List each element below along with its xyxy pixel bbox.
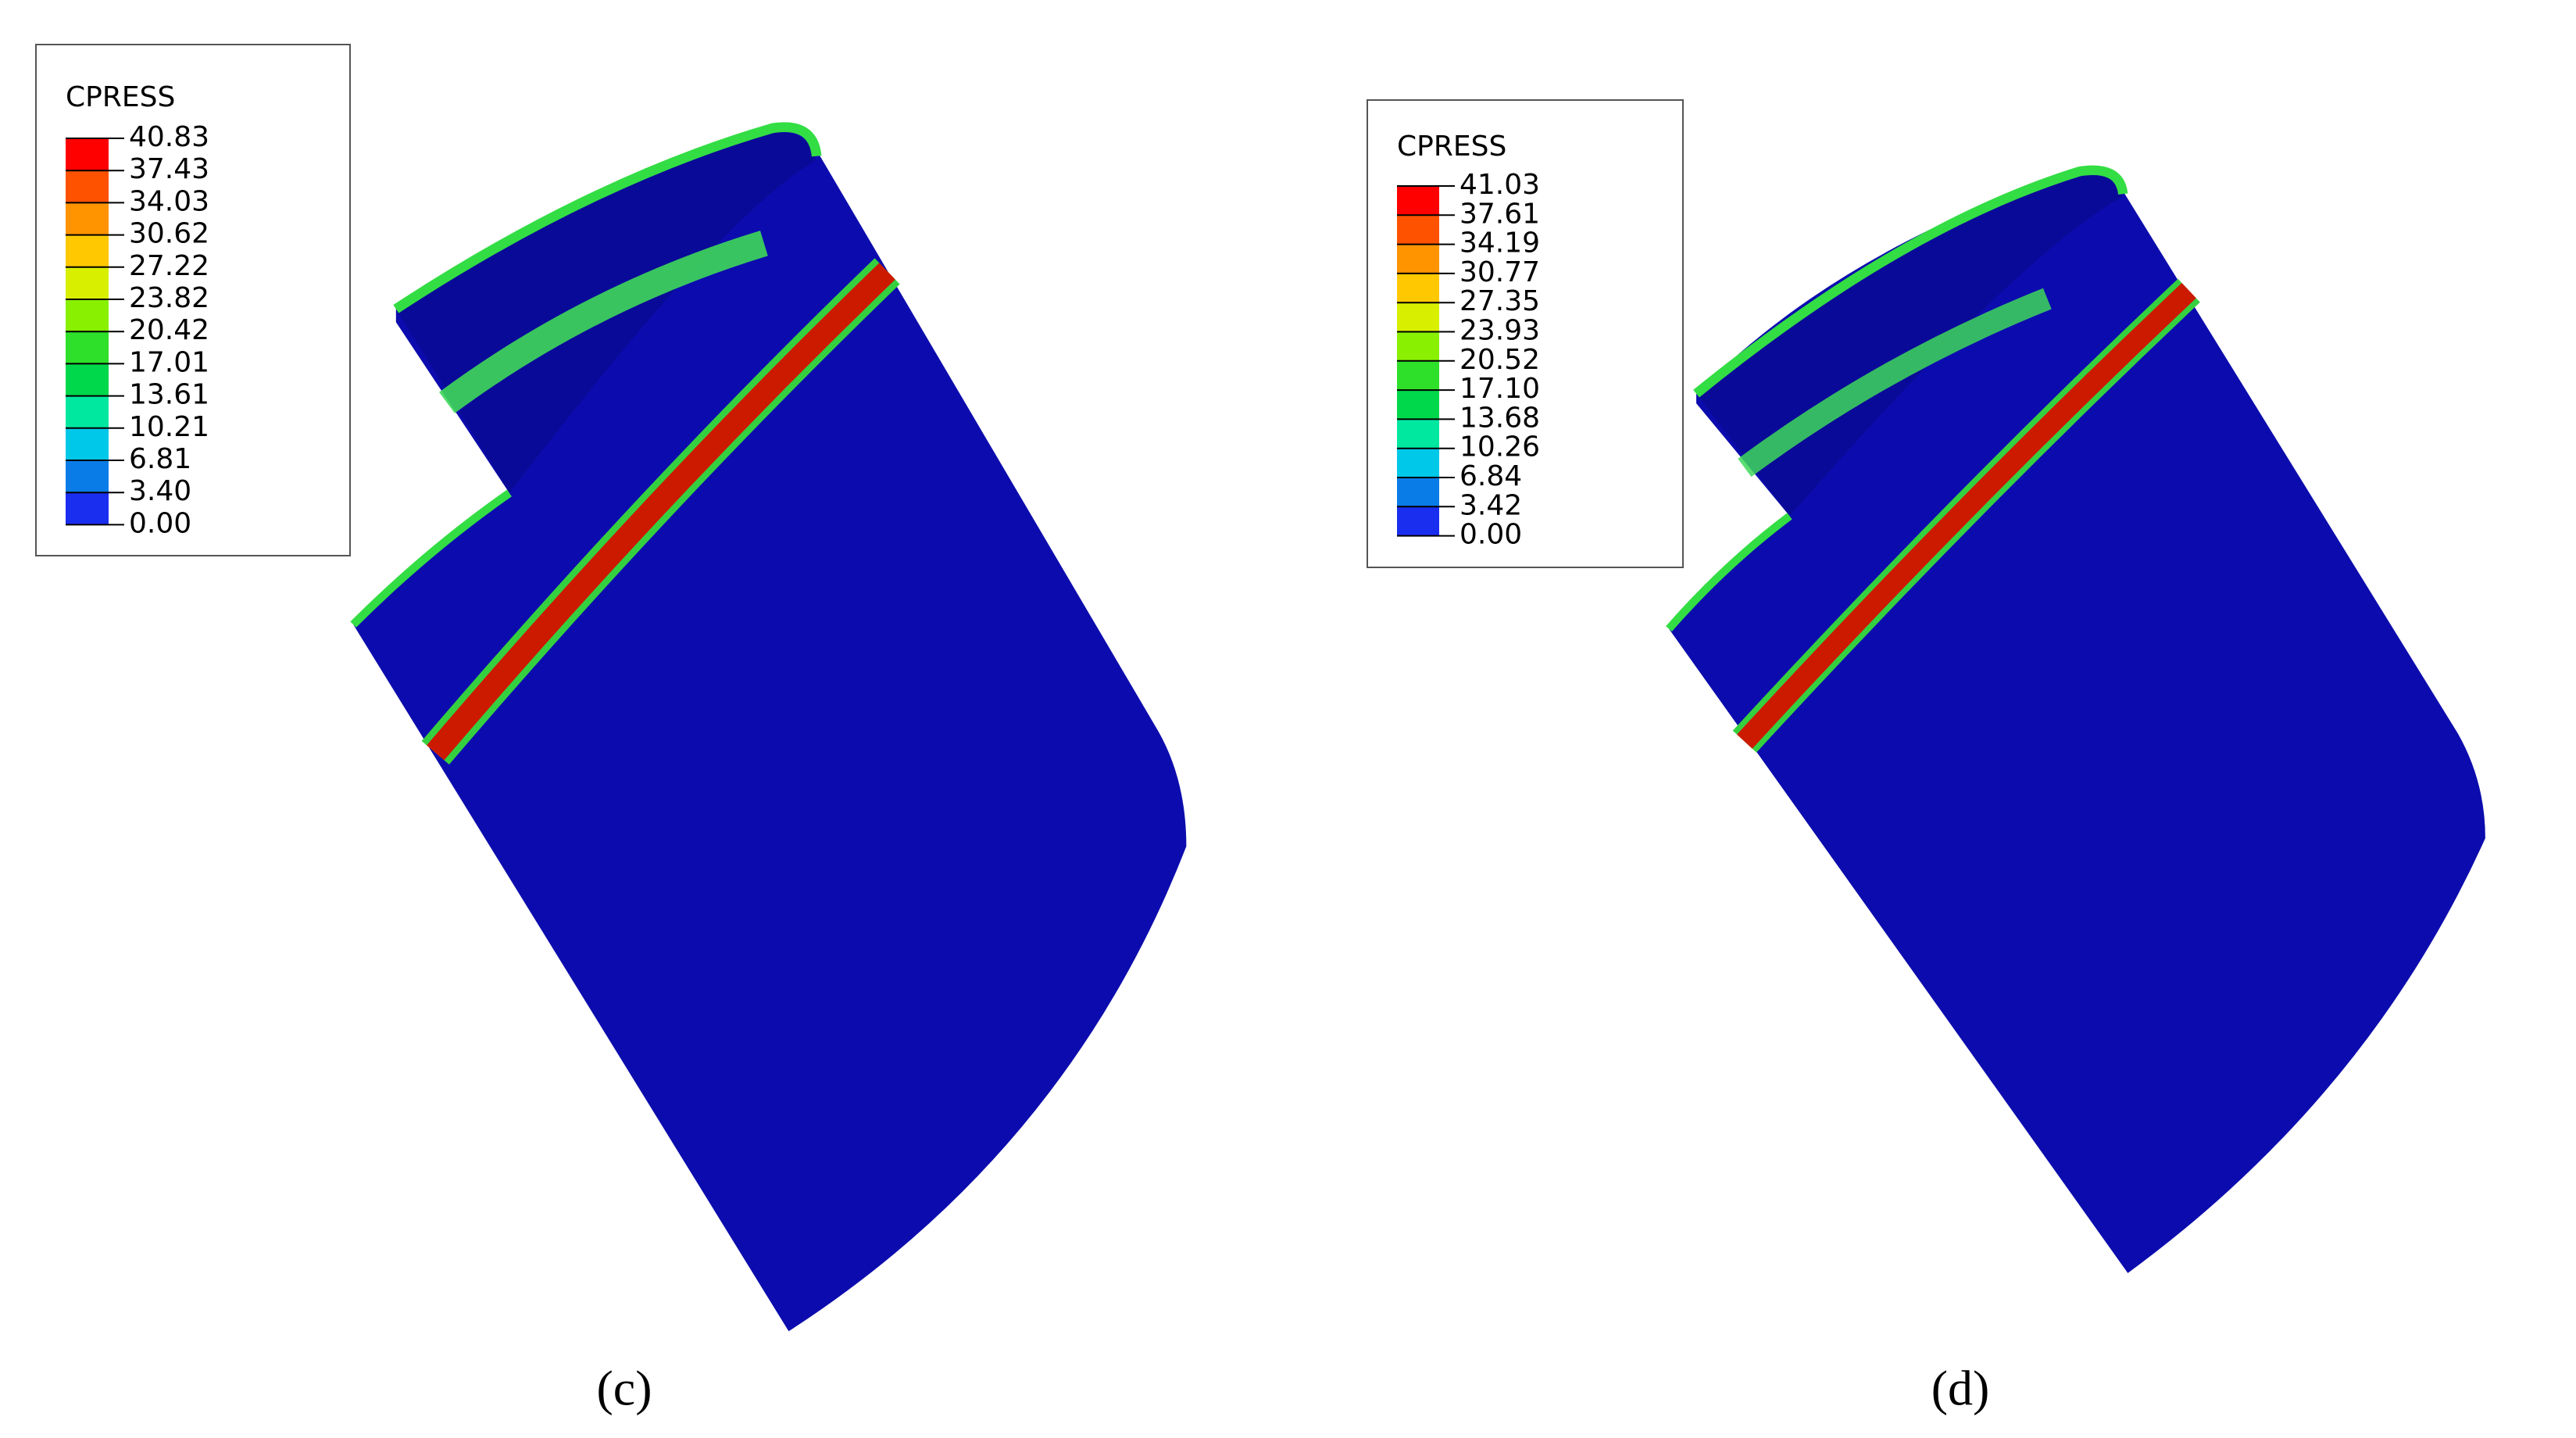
legend-swatch	[1397, 273, 1439, 303]
legend-swatch	[1397, 302, 1439, 332]
legend-value: 13.61	[129, 379, 209, 411]
legend-swatch	[1397, 448, 1439, 478]
legend-title: CPRESS	[66, 81, 175, 113]
top-rim	[393, 122, 822, 313]
legend-value: 3.40	[129, 475, 191, 507]
legend-swatch	[66, 395, 109, 428]
cylinder-body	[353, 128, 1187, 1332]
legend-value: 30.62	[129, 218, 209, 250]
legend-swatch	[66, 202, 109, 235]
legend-value: 34.19	[1459, 227, 1540, 259]
front-rim	[350, 489, 512, 628]
panel-label: (c)	[596, 1361, 652, 1416]
legend-value: 10.26	[1459, 431, 1540, 463]
legend-swatch	[66, 138, 109, 171]
contact-band	[1737, 283, 2196, 749]
legend-value: 0.00	[1459, 519, 1522, 551]
legend-swatch	[66, 460, 109, 493]
legend-value: 23.93	[1459, 315, 1540, 347]
legend-value: 17.10	[1459, 373, 1540, 405]
model-d	[1666, 165, 2485, 1273]
front-rim	[1666, 513, 1792, 632]
legend-value: 23.82	[129, 282, 209, 314]
legend-value: 37.61	[1459, 198, 1540, 230]
legend-swatch	[1397, 419, 1439, 449]
legend-value: 13.68	[1459, 402, 1540, 434]
contact-band	[427, 263, 895, 760]
legend-swatch	[66, 363, 109, 396]
legend-swatch	[1397, 215, 1439, 245]
legend-swatch	[66, 427, 109, 460]
legend-swatch	[1397, 360, 1439, 391]
legend-value: 17.01	[129, 346, 209, 378]
legend-swatch	[1397, 331, 1439, 361]
legend-value: 20.42	[129, 314, 209, 346]
legend-value: 27.22	[129, 250, 209, 282]
legend-swatch	[66, 170, 109, 203]
legend-value: 6.84	[1459, 460, 1522, 492]
legend-value: 41.03	[1459, 169, 1540, 201]
cylinder-body	[1669, 171, 2485, 1273]
legend-value: 10.21	[129, 411, 209, 443]
legend-value: 30.77	[1459, 256, 1540, 288]
legend-value: 40.83	[129, 121, 209, 153]
inner-contact-band	[1738, 288, 2052, 478]
top-rim	[1693, 165, 2128, 398]
legend-swatch	[66, 299, 109, 332]
legend-swatch	[1397, 244, 1439, 274]
legend-swatch	[1397, 478, 1439, 507]
legend-swatch	[66, 234, 109, 267]
legend-value: 0.00	[129, 507, 191, 539]
inner-contact-band	[439, 231, 768, 413]
legend-value: 27.35	[1459, 285, 1540, 317]
legend-swatch	[66, 266, 109, 299]
legend-value: 37.43	[129, 153, 209, 185]
legend-swatch	[1397, 186, 1439, 216]
legend-value: 6.81	[129, 443, 191, 475]
legend-value: 3.42	[1459, 489, 1522, 521]
legend-swatch	[1397, 506, 1439, 536]
legend-title: CPRESS	[1397, 131, 1506, 163]
legend-swatch	[66, 331, 109, 364]
model-c	[350, 122, 1187, 1332]
legend-value: 20.52	[1459, 344, 1540, 376]
legend-swatch	[1397, 390, 1439, 420]
panel-label: (d)	[1931, 1361, 1990, 1416]
legend-swatch	[66, 492, 109, 525]
legend-value: 34.03	[129, 185, 209, 217]
